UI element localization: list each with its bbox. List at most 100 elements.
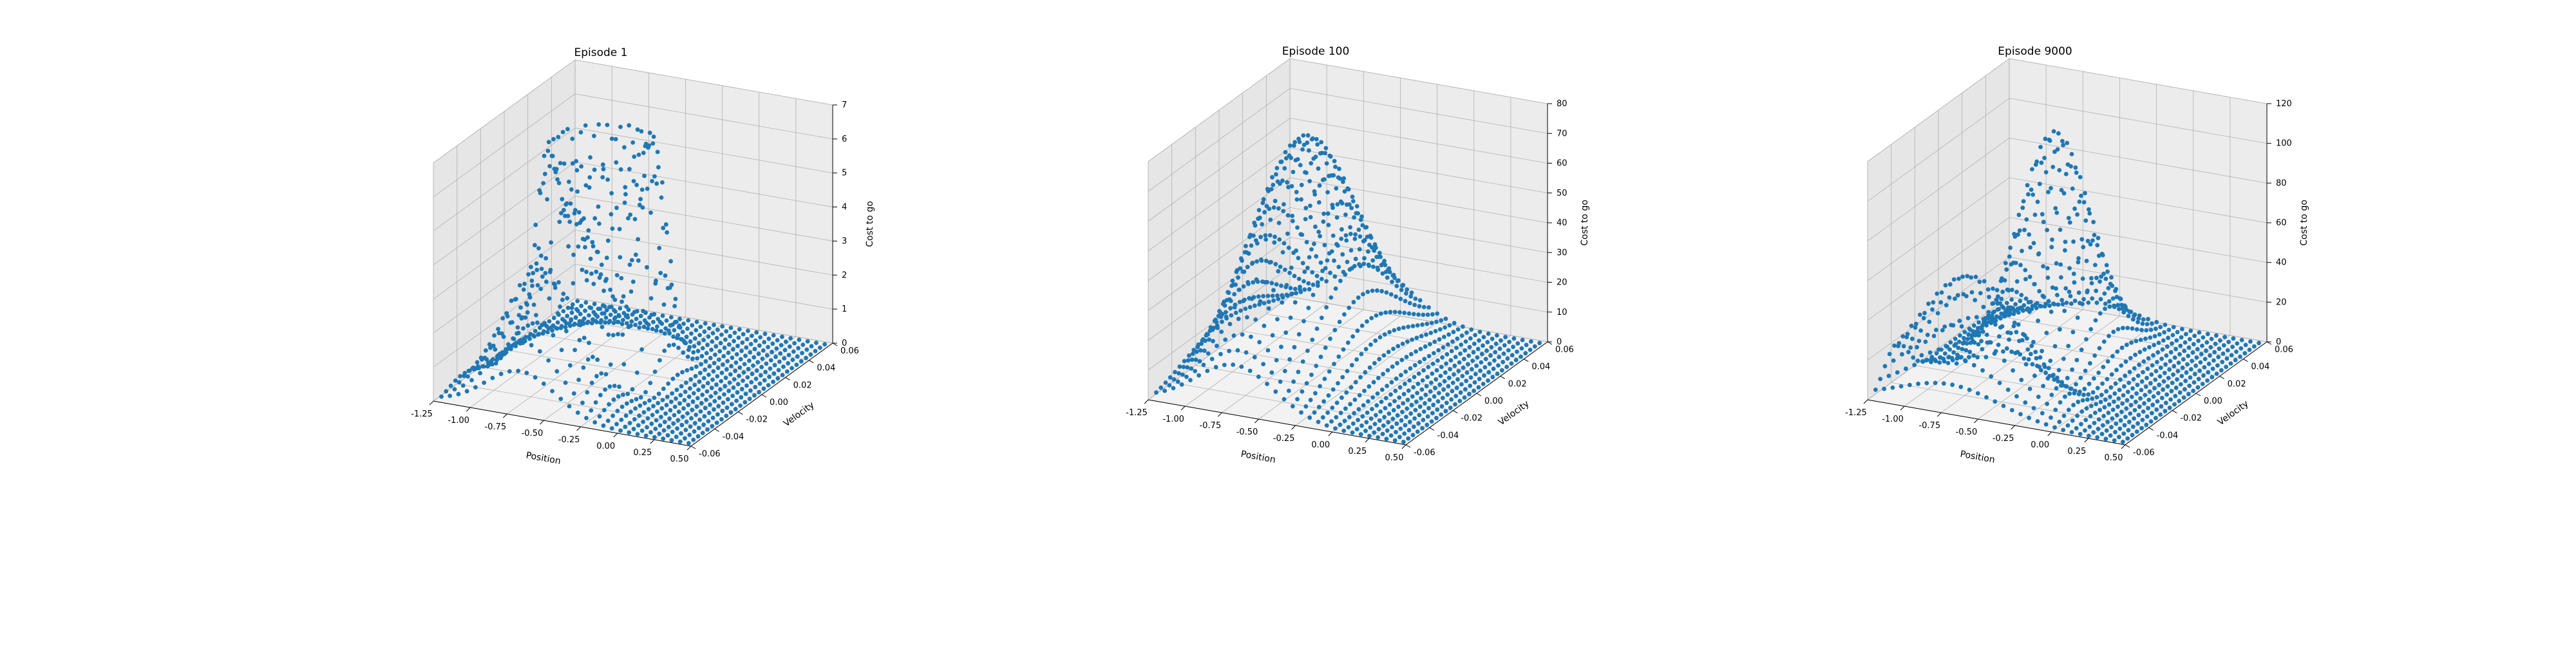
data-point — [1477, 338, 1482, 343]
data-point — [640, 205, 645, 210]
data-point — [1397, 310, 1402, 315]
data-point — [2124, 406, 2129, 411]
data-point — [1262, 301, 1267, 306]
data-point — [706, 411, 712, 415]
z-tick-label: 50 — [1557, 189, 1567, 198]
data-point — [1262, 280, 1267, 285]
data-point — [1396, 344, 1401, 349]
data-point — [1395, 279, 1400, 283]
data-point — [749, 380, 754, 385]
data-point — [598, 393, 603, 398]
data-point — [2204, 348, 2208, 353]
data-point — [1406, 311, 1412, 316]
data-point — [496, 326, 500, 332]
data-point — [2038, 355, 2043, 360]
data-point — [1238, 308, 1243, 313]
data-point — [2231, 336, 2236, 341]
x-tick-mark — [1900, 406, 1905, 411]
data-point — [466, 374, 470, 379]
data-point — [2138, 396, 2143, 401]
data-point — [1273, 261, 1278, 267]
data-point — [2134, 429, 2139, 434]
data-point — [536, 246, 541, 250]
x-tick-labels: -1.25-1.00-0.75-0.50-0.250.000.250.50 — [1126, 399, 1406, 463]
data-point — [1343, 233, 1349, 238]
data-point — [2023, 277, 2028, 281]
data-point — [1948, 340, 1953, 345]
data-point — [2018, 412, 2023, 417]
data-point — [1307, 148, 1311, 153]
data-point — [641, 410, 647, 415]
data-point — [1959, 324, 1964, 329]
data-point — [672, 413, 677, 418]
data-point — [633, 323, 638, 328]
data-point — [694, 404, 699, 409]
data-point — [1982, 319, 1987, 324]
data-point — [2029, 299, 2033, 305]
data-point — [742, 362, 747, 366]
data-point — [751, 363, 755, 368]
data-point — [710, 424, 715, 429]
z-gridline — [433, 59, 833, 164]
data-point — [2009, 287, 2014, 292]
z-tick-label: 100 — [2276, 139, 2292, 149]
data-point — [800, 351, 804, 355]
data-point — [541, 181, 545, 185]
data-point — [2027, 386, 2032, 391]
data-point — [497, 352, 502, 356]
data-point — [671, 334, 676, 339]
data-point — [645, 425, 649, 429]
data-point — [1376, 427, 1381, 431]
data-point — [537, 188, 542, 193]
data-point — [556, 181, 562, 185]
z-gridline — [1867, 137, 2268, 241]
data-point — [1424, 332, 1428, 337]
data-point — [2045, 266, 2050, 270]
data-point — [2094, 395, 2099, 400]
axis-edges — [433, 105, 833, 447]
data-point — [2014, 290, 2019, 294]
chart-title: Episode 9000 — [1998, 45, 2072, 58]
data-point — [638, 196, 643, 202]
data-point — [1280, 178, 1285, 183]
data-point — [1421, 417, 1426, 422]
data-point — [1349, 385, 1354, 390]
data-point — [659, 406, 665, 411]
data-point — [575, 308, 580, 314]
data-point — [2235, 341, 2240, 346]
data-point — [1386, 350, 1391, 355]
data-point — [2022, 227, 2027, 232]
data-point — [663, 326, 668, 331]
data-point — [2191, 388, 2196, 393]
data-point — [621, 310, 627, 315]
data-point — [2109, 425, 2114, 429]
data-point — [1352, 236, 1358, 241]
data-point — [1450, 339, 1455, 344]
data-point — [533, 375, 538, 380]
data-point — [1292, 344, 1297, 350]
data-point — [2173, 393, 2178, 399]
data-point — [1463, 387, 1468, 391]
data-point — [700, 346, 705, 351]
data-point — [534, 261, 539, 266]
data-point — [603, 387, 607, 392]
data-point — [786, 353, 791, 357]
data-point — [1348, 232, 1353, 236]
data-point — [1901, 344, 1906, 349]
data-point — [2016, 310, 2021, 315]
data-point — [1964, 348, 1969, 353]
data-point — [1947, 282, 1953, 287]
data-point — [718, 341, 723, 346]
data-point — [1409, 290, 1414, 295]
data-point — [1365, 410, 1370, 415]
data-point — [478, 371, 482, 375]
data-point — [540, 274, 545, 279]
data-point — [706, 372, 711, 377]
data-point — [738, 357, 743, 362]
data-point — [2187, 337, 2192, 342]
data-point — [2093, 410, 2098, 415]
data-point — [593, 312, 598, 317]
data-point — [558, 326, 564, 330]
data-point — [1421, 305, 1426, 310]
